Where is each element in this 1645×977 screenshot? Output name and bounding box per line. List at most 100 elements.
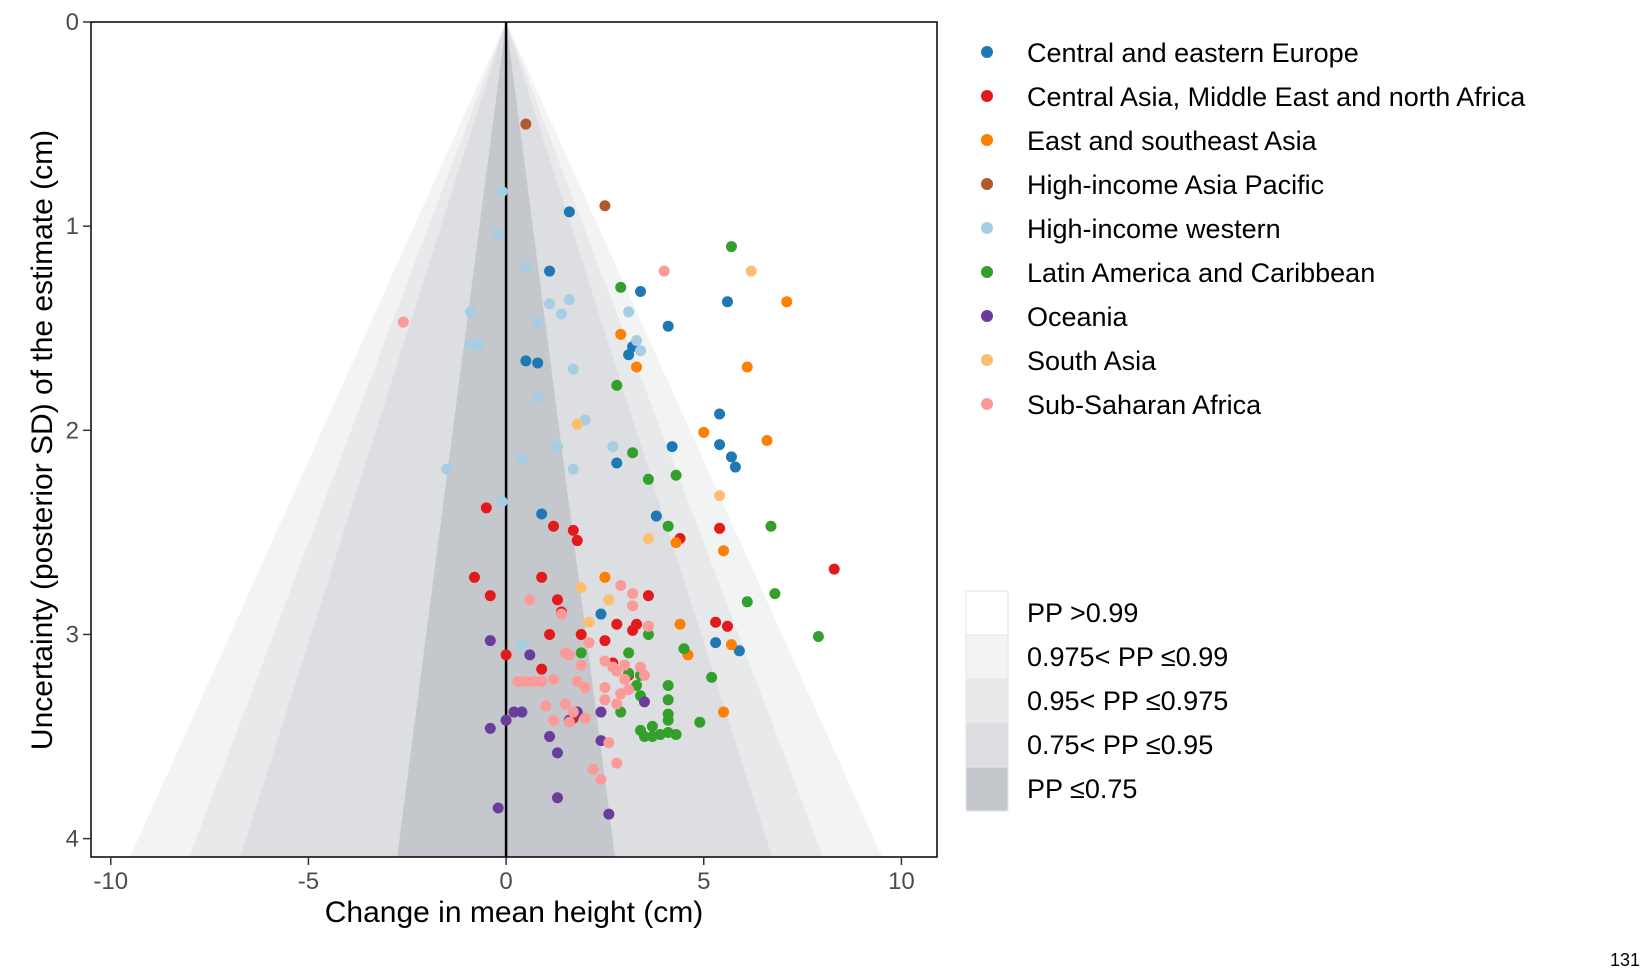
point-8-13 xyxy=(611,665,623,677)
point-5-14 xyxy=(623,647,635,659)
point-5-18 xyxy=(662,680,674,692)
point-8-35 xyxy=(603,737,615,749)
point-1-16 xyxy=(611,618,623,630)
point-4-14 xyxy=(532,392,544,404)
point-7-5 xyxy=(603,594,615,606)
point-8-4 xyxy=(615,579,627,591)
point-5-3 xyxy=(627,447,639,459)
data-points xyxy=(397,118,840,820)
point-8-5 xyxy=(627,588,639,600)
x-tick-label-4: 10 xyxy=(888,868,915,895)
point-6-0 xyxy=(484,635,496,647)
legend-label-3: High-income Asia Pacific xyxy=(1027,170,1324,200)
point-2-9 xyxy=(674,618,686,630)
point-7-6 xyxy=(583,616,595,628)
point-4-12 xyxy=(472,339,484,351)
point-8-27 xyxy=(599,694,611,706)
point-4-21 xyxy=(496,496,508,508)
x-tick-label-0: -10 xyxy=(93,868,128,895)
point-6-12 xyxy=(492,802,504,814)
point-8-30 xyxy=(559,698,571,710)
x-tick-label-1: -5 xyxy=(298,868,319,895)
point-7-2 xyxy=(714,490,726,502)
point-1-6 xyxy=(714,522,726,534)
point-8-40 xyxy=(559,647,571,659)
legend-marker-8 xyxy=(981,398,993,410)
point-8-17 xyxy=(512,675,524,687)
point-8-20 xyxy=(536,675,548,687)
point-4-1 xyxy=(492,228,504,240)
legend-label-4: High-income western xyxy=(1027,214,1281,244)
point-2-0 xyxy=(781,296,793,308)
point-4-13 xyxy=(567,363,579,375)
point-8-22 xyxy=(571,675,583,687)
region-legend-label-4: PP ≤0.75 xyxy=(1027,774,1137,804)
point-1-15 xyxy=(599,635,611,647)
point-6-4 xyxy=(508,706,520,718)
point-2-6 xyxy=(670,537,682,549)
series-legend: Central and eastern Europe Central Asia, … xyxy=(981,38,1526,420)
point-7-1 xyxy=(571,418,583,430)
point-7-4 xyxy=(575,582,587,594)
y-tick-label-2: 2 xyxy=(66,417,79,444)
point-8-8 xyxy=(583,637,595,649)
y-tick-label-4: 4 xyxy=(66,826,79,853)
point-0-9 xyxy=(714,408,726,420)
point-8-7 xyxy=(642,620,654,632)
point-8-28 xyxy=(611,698,623,710)
point-0-19 xyxy=(733,645,745,657)
legend-label-2: East and southeast Asia xyxy=(1027,126,1318,156)
legend-marker-0 xyxy=(981,46,993,58)
legend-marker-1 xyxy=(981,90,993,102)
x-axis-title: Change in mean height (cm) xyxy=(325,896,704,929)
region-legend-label-3: 0.75< PP ≤0.95 xyxy=(1027,730,1213,760)
region-legend-key-3 xyxy=(965,722,1009,768)
legend-marker-6 xyxy=(981,310,993,322)
point-4-18 xyxy=(516,453,528,465)
point-6-7 xyxy=(595,706,607,718)
point-8-33 xyxy=(579,712,591,724)
legend-marker-7 xyxy=(981,354,993,366)
point-6-11 xyxy=(551,792,563,804)
point-1-22 xyxy=(536,663,548,675)
point-8-2 xyxy=(524,594,536,606)
y-axis: 0 1 2 3 4 xyxy=(66,9,91,853)
point-1-20 xyxy=(721,620,733,632)
point-1-12 xyxy=(642,590,654,602)
point-4-9 xyxy=(631,334,643,346)
legend-label-8: Sub-Saharan Africa xyxy=(1027,390,1262,420)
point-5-2 xyxy=(611,379,623,391)
y-tick-label-3: 3 xyxy=(66,621,79,648)
page-number: 131 xyxy=(1610,950,1641,970)
point-0-6 xyxy=(532,357,544,369)
point-0-16 xyxy=(650,510,662,522)
legend-marker-4 xyxy=(981,222,993,234)
point-5-4 xyxy=(642,473,654,485)
point-8-14 xyxy=(619,659,631,671)
x-axis: -10 -5 0 5 10 xyxy=(93,857,915,895)
point-2-1 xyxy=(615,328,627,340)
point-3-0 xyxy=(520,118,532,130)
point-8-23 xyxy=(579,682,591,694)
point-8-11 xyxy=(599,655,611,667)
point-8-19 xyxy=(528,675,540,687)
point-1-1 xyxy=(480,502,492,514)
point-3-1 xyxy=(599,200,611,212)
point-2-8 xyxy=(599,571,611,583)
point-0-13 xyxy=(729,461,741,473)
point-0-18 xyxy=(710,637,722,649)
point-0-8 xyxy=(623,349,635,361)
point-8-39 xyxy=(619,673,631,685)
point-5-5 xyxy=(670,469,682,481)
point-5-8 xyxy=(769,588,781,600)
point-8-10 xyxy=(575,659,587,671)
point-0-3 xyxy=(721,296,733,308)
point-4-4 xyxy=(563,294,575,306)
point-5-1 xyxy=(615,281,627,293)
y-axis-title: Uncertainty (posterior SD) of the estima… xyxy=(26,130,59,750)
point-8-26 xyxy=(623,684,635,696)
point-5-15 xyxy=(706,671,718,683)
legend-marker-5 xyxy=(981,266,993,278)
point-4-22 xyxy=(516,639,528,651)
point-1-3 xyxy=(567,524,579,536)
